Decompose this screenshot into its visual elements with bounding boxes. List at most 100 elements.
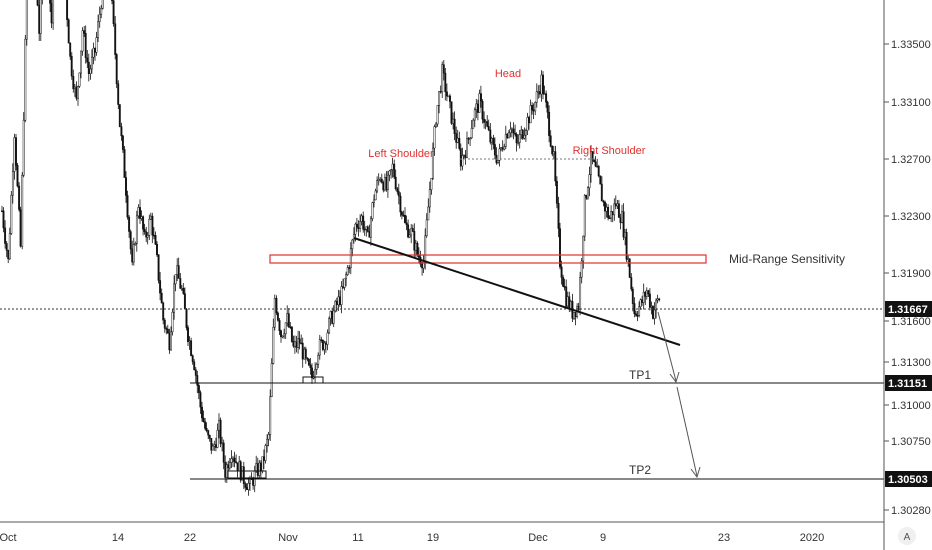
candle-body bbox=[11, 171, 14, 196]
candle-body bbox=[532, 109, 535, 112]
candle-body bbox=[452, 118, 455, 124]
candle-body bbox=[424, 235, 427, 263]
candle-body bbox=[295, 341, 298, 348]
candle-body bbox=[70, 56, 73, 77]
candle-body bbox=[557, 203, 560, 229]
candle-body bbox=[126, 195, 129, 218]
candle-body bbox=[294, 341, 296, 347]
candle-body bbox=[445, 91, 448, 97]
candle-body bbox=[233, 457, 236, 463]
candle-body bbox=[560, 266, 563, 278]
candle-body bbox=[134, 243, 137, 245]
candle-body bbox=[524, 130, 527, 136]
candle-body bbox=[625, 232, 628, 260]
candle-body bbox=[338, 296, 341, 306]
candle-body bbox=[185, 308, 188, 328]
candle-body bbox=[543, 93, 546, 95]
candle-body bbox=[120, 126, 123, 137]
candle-body bbox=[507, 132, 510, 139]
candle-body bbox=[617, 203, 620, 218]
candle-body bbox=[179, 278, 182, 289]
candle-body bbox=[278, 320, 281, 332]
candle-body bbox=[376, 180, 379, 192]
price-tick-label: 1.31300 bbox=[891, 357, 931, 369]
auto-scale-button[interactable]: A bbox=[898, 527, 916, 545]
candle-body bbox=[329, 311, 332, 319]
candle-body bbox=[297, 338, 300, 348]
candle-body bbox=[456, 137, 459, 143]
candle-body bbox=[349, 248, 352, 269]
candle-body bbox=[335, 301, 338, 306]
candle-body bbox=[140, 216, 143, 219]
candle-body bbox=[170, 331, 172, 351]
candle-body bbox=[514, 132, 517, 135]
candle-body bbox=[528, 117, 530, 124]
candle-body bbox=[538, 91, 541, 95]
candle-body bbox=[444, 72, 447, 93]
candle-body bbox=[52, 0, 55, 24]
candle-body bbox=[213, 444, 216, 447]
candle-body bbox=[345, 274, 348, 280]
candle-body bbox=[480, 93, 482, 102]
candle-body bbox=[346, 267, 349, 275]
candle-body bbox=[284, 322, 287, 335]
candle-body bbox=[396, 188, 399, 192]
candle-body bbox=[504, 133, 507, 147]
candle-body bbox=[66, 0, 69, 20]
candle-body bbox=[461, 155, 464, 167]
candle-body bbox=[500, 147, 503, 150]
auto-scale-label: A bbox=[904, 532, 911, 543]
candle-body bbox=[624, 232, 627, 238]
candle-body bbox=[608, 217, 611, 219]
candle-body bbox=[621, 211, 623, 223]
mid-range-zone[interactable] bbox=[269, 254, 707, 264]
candle-body bbox=[301, 342, 304, 360]
candle-body bbox=[586, 187, 589, 199]
candle-body bbox=[594, 161, 597, 167]
candle-body bbox=[628, 258, 631, 278]
candle-body bbox=[204, 421, 207, 429]
trend-line[interactable] bbox=[353, 237, 681, 346]
time-tick-label: 11 bbox=[352, 532, 363, 544]
candle-body bbox=[188, 340, 191, 342]
candle-body bbox=[368, 231, 371, 238]
candle-body bbox=[118, 104, 121, 127]
candle-body bbox=[619, 217, 622, 223]
candle-body bbox=[139, 207, 141, 219]
candle-body bbox=[371, 202, 374, 219]
candle-body bbox=[340, 286, 343, 305]
candle-body bbox=[356, 223, 358, 228]
candle-body bbox=[387, 174, 389, 190]
candle-body bbox=[466, 138, 468, 158]
candle-body bbox=[427, 206, 430, 221]
candle-body bbox=[86, 57, 89, 63]
candle-body bbox=[414, 242, 417, 251]
candle-body bbox=[600, 183, 603, 202]
candle-body bbox=[280, 330, 282, 338]
price-tick-label: 1.31000 bbox=[891, 400, 931, 412]
tp1-price-tag: 1.31151 bbox=[885, 375, 932, 391]
candle-body bbox=[244, 483, 247, 488]
candle-body bbox=[69, 42, 72, 57]
candle-body bbox=[214, 444, 217, 448]
candle-body bbox=[125, 177, 127, 196]
candle-body bbox=[473, 109, 476, 121]
candle-body bbox=[540, 74, 543, 95]
candle-body bbox=[232, 457, 234, 460]
right-shoulder-label: Right Shoulder bbox=[573, 145, 646, 157]
candle-body bbox=[407, 224, 410, 238]
price-axis[interactable] bbox=[884, 0, 932, 550]
candle-body bbox=[490, 138, 493, 143]
candle-body bbox=[100, 8, 103, 15]
candles bbox=[1, 0, 661, 496]
candle-body bbox=[352, 233, 355, 241]
candle-body bbox=[458, 137, 461, 149]
candle-body bbox=[655, 299, 658, 311]
candle-body bbox=[647, 290, 650, 295]
candle-body bbox=[449, 95, 451, 102]
candle-body bbox=[193, 361, 196, 370]
candle-body bbox=[177, 265, 180, 279]
candle-body bbox=[166, 328, 169, 334]
candle-body bbox=[194, 369, 197, 376]
